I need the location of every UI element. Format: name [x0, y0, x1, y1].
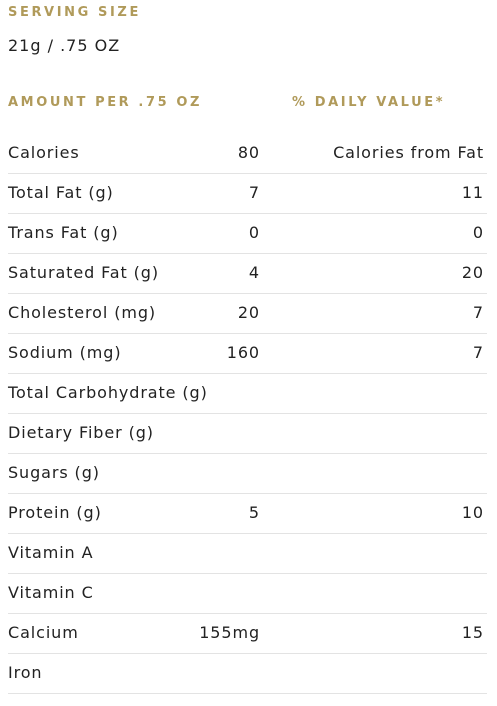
nutrient-daily-value: Calories from Fat — [333, 143, 484, 162]
nutrient-daily-value: 11 — [461, 183, 484, 202]
nutrient-name: Sodium (mg) — [8, 343, 122, 362]
amount-column-header: AMOUNT PER .75 OZ — [8, 95, 203, 110]
nutrient-name: Vitamin C — [8, 583, 94, 602]
nutrient-amount: 155mg — [199, 623, 260, 642]
table-row: Sugars (g) — [8, 454, 487, 494]
nutrient-amount: 7 — [248, 183, 260, 202]
nutrient-amount: 0 — [248, 223, 260, 242]
table-row: Calcium 155mg 15 — [8, 614, 487, 654]
table-row: Cholesterol (mg) 20 7 — [8, 294, 487, 334]
table-row: Total Carbohydrate (g) — [8, 374, 487, 414]
daily-value-column-header: % DAILY VALUE* — [292, 95, 446, 110]
table-row: Vitamin A — [8, 534, 487, 574]
nutrient-daily-value: 20 — [461, 263, 484, 282]
table-row: Protein (g) 5 10 — [8, 494, 487, 534]
nutrient-name: Saturated Fat (g) — [8, 263, 159, 282]
nutrient-name: Calories — [8, 143, 80, 162]
serving-size-value: 21g / .75 OZ — [8, 36, 121, 55]
serving-size-label: SERVING SIZE — [8, 5, 141, 20]
table-row: Sodium (mg) 160 7 — [8, 334, 487, 374]
nutrient-daily-value: 10 — [461, 503, 484, 522]
nutrient-name: Cholesterol (mg) — [8, 303, 157, 322]
nutrient-daily-value: 0 — [472, 223, 484, 242]
nutrient-name: Total Fat (g) — [8, 183, 114, 202]
table-row: Vitamin C — [8, 574, 487, 614]
nutrient-daily-value: 7 — [472, 343, 484, 362]
nutrient-name: Total Carbohydrate (g) — [8, 383, 208, 402]
nutrient-daily-value: 7 — [472, 303, 484, 322]
nutrient-amount: 20 — [237, 303, 260, 322]
nutrient-amount: 4 — [248, 263, 260, 282]
table-row: Calories 80 Calories from Fat — [8, 134, 487, 174]
table-row: Saturated Fat (g) 4 20 — [8, 254, 487, 294]
nutrient-amount: 5 — [248, 503, 260, 522]
nutrient-name: Protein (g) — [8, 503, 102, 522]
table-row: Iron — [8, 654, 487, 694]
table-row: Dietary Fiber (g) — [8, 414, 487, 454]
nutrient-name: Iron — [8, 663, 43, 682]
table-row: Trans Fat (g) 0 0 — [8, 214, 487, 254]
nutrient-name: Vitamin A — [8, 543, 94, 562]
table-row: Total Fat (g) 7 11 — [8, 174, 487, 214]
nutrient-daily-value: 15 — [461, 623, 484, 642]
nutrient-name: Sugars (g) — [8, 463, 100, 482]
nutrient-name: Calcium — [8, 623, 79, 642]
nutrient-name: Trans Fat (g) — [8, 223, 119, 242]
nutrient-amount: 80 — [237, 143, 260, 162]
nutrient-amount: 160 — [226, 343, 260, 362]
nutrition-table: Calories 80 Calories from Fat Total Fat … — [8, 134, 487, 694]
nutrient-name: Dietary Fiber (g) — [8, 423, 154, 442]
